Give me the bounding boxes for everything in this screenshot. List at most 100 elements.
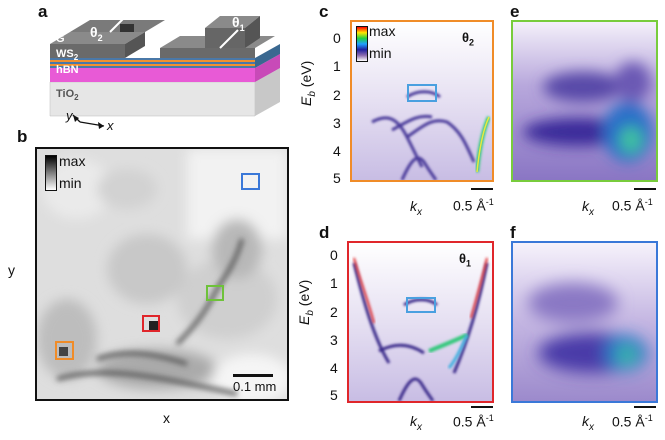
map-scalebar-label: 0.1 mm: [233, 379, 277, 394]
schematic-axis-x: x: [107, 118, 114, 133]
f-scale-text: 0.5 Å: [612, 413, 645, 430]
arpes-panel-e: [511, 20, 658, 182]
arpes-legend-max: max: [369, 23, 396, 39]
d-ytick-2: 2: [330, 304, 338, 320]
arpes-d-image: [349, 243, 492, 401]
e-scalebar: [634, 188, 656, 190]
arpes-panel-c: max min θ2: [350, 20, 494, 182]
e-scale-sup: -1: [644, 197, 653, 207]
d-ylabel: Eb (eV): [296, 280, 316, 325]
grayscale-legend: [45, 155, 57, 191]
spatial-map: max min 0.1 mm: [35, 147, 289, 401]
arpes-c-theta-label: θ2: [462, 30, 474, 48]
map-legend-min: min: [59, 175, 82, 191]
layer-label-hbn: hBN: [56, 64, 79, 76]
d-ytick-0: 0: [330, 247, 338, 263]
f-scale-label: 0.5 Å-1: [612, 413, 653, 430]
arpes-e-image: [513, 22, 656, 180]
map-ylabel: y: [8, 262, 15, 278]
c-xlabel-k: k: [410, 198, 417, 214]
c-scale-text: 0.5 Å: [453, 197, 486, 214]
layer-label-tio-sub: 2: [74, 93, 79, 103]
panel-label-e: e: [510, 2, 520, 21]
arpes-c-theta: θ: [462, 30, 470, 45]
d-ytick-1: 1: [330, 275, 338, 291]
layer-label-ws-sub: 2: [73, 53, 79, 63]
map-xlabel: x: [163, 410, 170, 426]
panel-label-d: d: [319, 223, 330, 242]
c-scale-sup: -1: [485, 197, 494, 207]
arpes-legend-min: min: [369, 45, 392, 61]
spatial-map-image: [37, 149, 287, 399]
f-scalebar: [634, 406, 656, 408]
device-schematic: [49, 13, 280, 117]
d-scale-sup: -1: [485, 413, 494, 423]
layer-label-tio2: TiO2: [56, 88, 79, 102]
arpes-panel-d: θ1: [347, 241, 494, 403]
arpes-d-theta: θ: [459, 251, 467, 266]
panel-label-f: f: [510, 223, 516, 242]
c-ylabel-sub: b: [306, 91, 318, 97]
orange-marker: [55, 341, 74, 360]
panel-label-c: c: [319, 2, 329, 21]
arpes-d-theta-label: θ1: [459, 251, 471, 269]
c-ylabel: Eb (eV): [298, 61, 318, 106]
layer-label-tio: TiO: [56, 88, 75, 100]
theta1-symbol: θ: [232, 14, 240, 30]
f-xlabel: kx: [582, 413, 594, 433]
panel-label-b: b: [17, 127, 28, 146]
layer-label-g: G: [56, 33, 65, 45]
theta2-symbol: θ: [90, 24, 98, 40]
theta2-sub: 2: [97, 32, 103, 43]
e-scale-label: 0.5 Å-1: [612, 197, 653, 214]
arpes-colormap-legend: [356, 26, 368, 62]
d-ylabel-sub: b: [304, 310, 316, 316]
arpes-f-image: [513, 243, 656, 401]
theta1-label: θ1: [232, 14, 245, 33]
f-xlabel-sub: x: [589, 421, 594, 433]
e-xlabel: kx: [582, 198, 594, 218]
axis-arrows: [72, 114, 105, 129]
d-ytick-3: 3: [330, 332, 338, 348]
d-xlabel-sub: x: [417, 421, 422, 433]
e-scale-text: 0.5 Å: [612, 197, 645, 214]
blue-marker: [241, 173, 260, 190]
e-xlabel-k: k: [582, 198, 589, 214]
c-scale-label: 0.5 Å-1: [453, 197, 494, 214]
d-scalebar: [471, 406, 493, 408]
c-ytick-2: 2: [333, 87, 341, 103]
panel-label-a: a: [38, 2, 48, 21]
f-scale-sup: -1: [644, 413, 653, 423]
layer-label-ws2: WS2: [56, 48, 78, 62]
green-marker: [206, 285, 224, 301]
d-scale-label: 0.5 Å-1: [453, 413, 494, 430]
c-ylabel-e: E: [298, 96, 314, 106]
c-ytick-5: 5: [333, 170, 341, 186]
c-ytick-3: 3: [333, 115, 341, 131]
d-scale-text: 0.5 Å: [453, 413, 486, 430]
f-xlabel-k: k: [582, 413, 589, 429]
d-xlabel: kx: [410, 413, 422, 433]
c-ylabel-unit: (eV): [298, 60, 314, 92]
arpes-c-image: [352, 22, 492, 180]
c-ytick-4: 4: [333, 143, 341, 159]
d-ylabel-unit: (eV): [296, 279, 312, 311]
d-ytick-4: 4: [330, 360, 338, 376]
layer-label-ws: WS: [56, 48, 74, 60]
d-ytick-5: 5: [330, 387, 338, 403]
c-ytick-1: 1: [333, 58, 341, 74]
d-ylabel-e: E: [296, 315, 312, 325]
c-xlabel-sub: x: [417, 206, 422, 218]
schematic-axis-y: y: [66, 108, 73, 123]
arpes-panel-f: [511, 241, 658, 403]
c-xlabel: kx: [410, 198, 422, 218]
c-ytick-0: 0: [333, 30, 341, 46]
arpes-d-theta-sub: 1: [466, 258, 472, 269]
red-marker: [142, 315, 160, 332]
map-legend-max: max: [59, 153, 86, 169]
e-xlabel-sub: x: [589, 206, 594, 218]
c-scalebar: [471, 188, 493, 190]
d-xlabel-k: k: [410, 413, 417, 429]
theta1-sub: 1: [239, 22, 245, 33]
arpes-c-theta-sub: 2: [469, 37, 475, 48]
